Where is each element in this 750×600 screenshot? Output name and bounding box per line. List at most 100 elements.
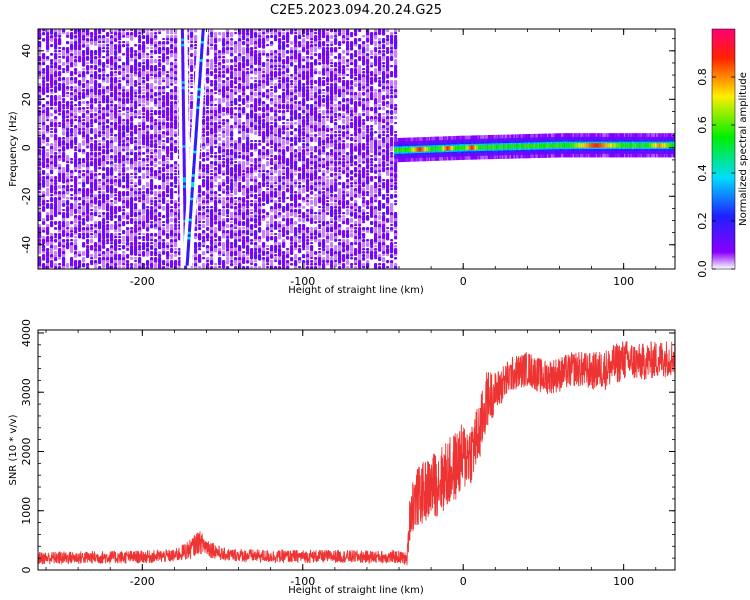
heatmap-cell [118,77,122,80]
heatmap-cell [106,215,110,221]
heatmap-cell [154,41,158,45]
heatmap-cell [162,230,166,236]
heatmap-cell [326,236,330,240]
heatmap-cell [230,203,234,207]
heatmap-cell [98,74,102,78]
heatmap-cell [158,101,162,105]
heatmap-cell [262,128,266,131]
heatmap-cell [130,266,134,269]
heatmap-cell [214,104,218,107]
heatmap-cell [190,266,194,268]
heatmap-cell [310,155,314,159]
heatmap-cell [170,176,174,180]
heatmap-cell [270,98,274,102]
heatmap-cell [134,80,138,84]
heatmap-cell [98,131,102,135]
heatmap-cell [146,227,150,232]
heatmap-cell [106,41,110,44]
heatmap-cell [334,161,338,165]
heatmap-cell [270,140,274,146]
heatmap-cell [118,107,122,109]
heatmap-cell [306,98,310,102]
heatmap-cell [318,233,322,238]
heatmap-cell [258,74,262,80]
heatmap-cell [82,83,86,89]
heatmap-cell [86,239,90,243]
heatmap-cell [242,59,246,63]
heatmap-cell [298,212,302,215]
heatmap-cell [142,95,146,99]
heatmap-cell [306,125,310,129]
heatmap-cell [74,155,78,159]
heatmap-cell [290,170,294,174]
heatmap-cell [286,80,290,83]
heatmap-cell [86,68,90,71]
heatmap-cell [330,98,334,102]
heatmap-cell [302,239,306,243]
heatmap-cell [238,200,242,203]
heatmap-cell [86,50,90,56]
heatmap-cell [290,125,294,130]
heatmap-cell [162,227,166,231]
heatmap-cell [74,230,78,234]
heatmap-cell [42,170,46,175]
heatmap-cell [94,251,98,255]
heatmap-cell [142,131,146,134]
heatmap-cell [98,230,102,234]
heatmap-cell [242,218,246,220]
heatmap-cell [174,170,178,173]
heatmap-cell [94,113,98,117]
heatmap-cell [282,218,286,222]
heatmap-cell [118,38,122,41]
heatmap-cell [226,209,230,215]
heatmap-cell [58,266,62,269]
heatmap-cell [326,113,330,116]
heatmap-cell [274,185,278,188]
heatmap-cell [238,77,242,81]
heatmap-cell [306,86,310,89]
heatmap-cell [314,215,318,221]
heatmap-cell [90,236,94,239]
heatmap-cell [58,113,62,116]
heatmap-cell [98,107,102,110]
heatmap-cell [110,89,114,92]
heatmap-cell [66,35,70,38]
heatmap-cell [238,131,242,134]
heatmap-cell [82,245,86,248]
heatmap-cell [202,179,206,183]
heatmap-cell [42,71,46,74]
heatmap-cell [226,32,230,36]
heatmap-cell [334,215,338,221]
heatmap-cell [170,155,174,159]
heatmap-cell [78,158,82,162]
heatmap-cell [162,95,166,99]
heatmap-cell [82,152,86,155]
heatmap-cell [214,86,218,91]
heatmap-cell [222,209,226,213]
heatmap-cell [174,95,178,101]
heatmap-cell [154,158,158,162]
heatmap-cell [74,149,78,152]
heatmap-cell [42,245,46,249]
heatmap-cell [270,218,274,222]
heatmap-cell [122,44,126,48]
heatmap-cell [302,83,306,86]
heatmap-cell [102,236,106,240]
heatmap-cell [222,179,226,183]
heatmap-cell [62,215,66,219]
heatmap-cell [314,137,318,141]
heatmap-cell [314,149,318,153]
heatmap-cell [42,128,46,131]
heatmap-cell [258,143,262,146]
heatmap-cell [230,152,234,156]
heatmap-cell [98,161,102,167]
heatmap-cell [54,122,58,128]
heatmap-cell [130,263,134,266]
heatmap-cell [150,236,154,240]
heatmap-cell [78,221,82,225]
heatmap-cell [322,164,326,169]
heatmap-cell [318,92,322,95]
heatmap-cell [98,53,102,57]
heatmap-cell [50,197,54,203]
heatmap-cell [238,128,242,132]
